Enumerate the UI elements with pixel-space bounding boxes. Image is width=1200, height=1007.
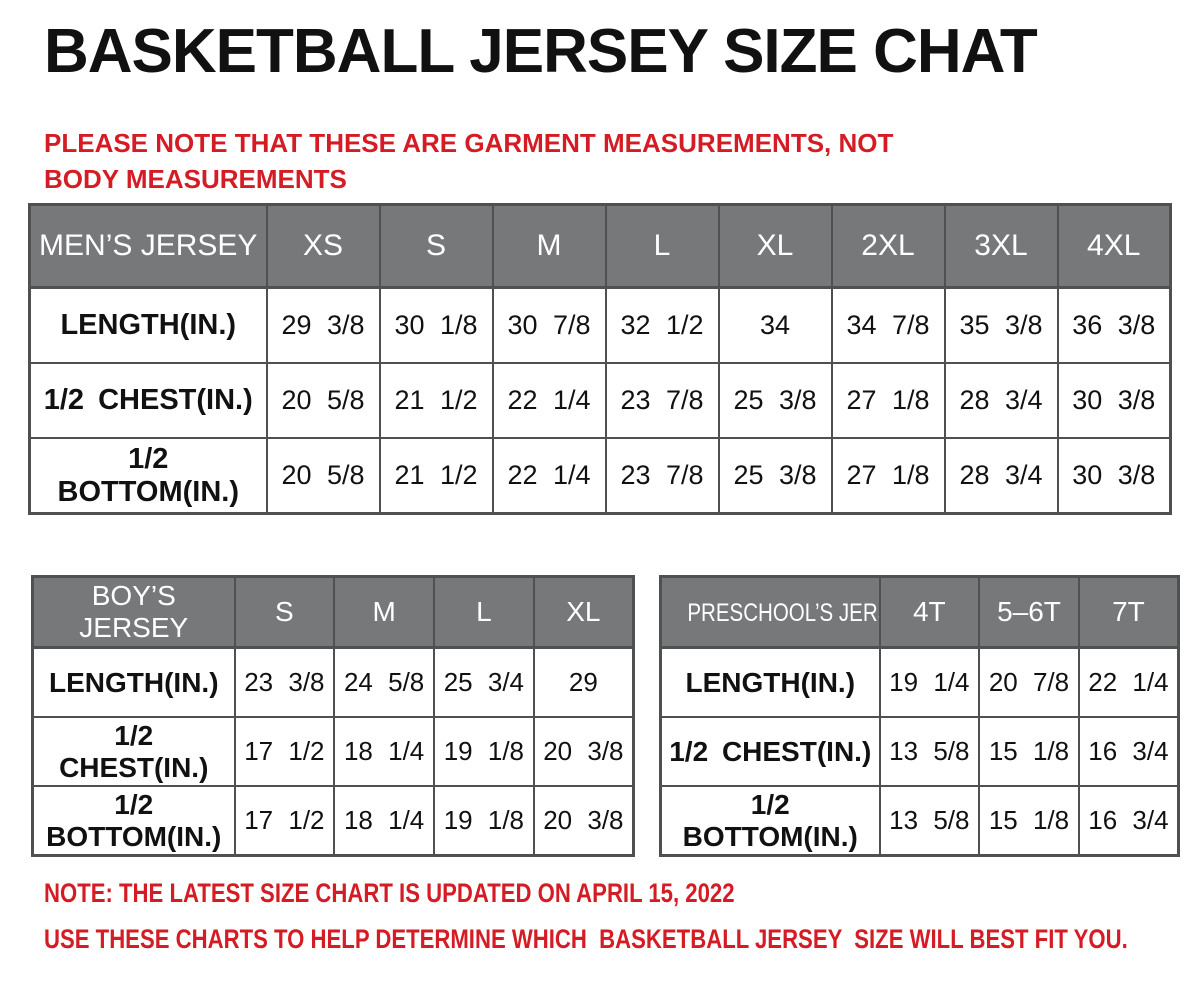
page-title: BASKETBALL JERSEY SIZE CHAT bbox=[44, 17, 1038, 86]
preschools-bottom-row: 1/2 BOTTOM(IN.) 13 5/8 15 1/8 16 3/4 bbox=[659, 785, 1180, 857]
measurement-cell: 17 1/2 bbox=[233, 785, 336, 857]
measurement-cell: 15 1/8 bbox=[978, 716, 1080, 787]
update-date-note: NOTE: THE LATEST SIZE CHART IS UPDATED O… bbox=[44, 878, 735, 908]
measurement-cell: 30 3/8 bbox=[1056, 362, 1172, 439]
measurement-cell: 28 3/4 bbox=[943, 437, 1059, 515]
mens-header-row: MEN’S JERSEY XS S M L XL 2XL 3XL 4XL bbox=[28, 203, 1172, 289]
measurement-cell: 19 1/4 bbox=[878, 646, 981, 718]
measurement-cell: 29 3/8 bbox=[265, 286, 381, 364]
measurement-cell: 20 5/8 bbox=[265, 437, 381, 515]
row-label: 1/2 BOTTOM(IN.) bbox=[31, 785, 236, 857]
preschools-chest-row: 1/2 CHEST(IN.) 13 5/8 15 1/8 16 3/4 bbox=[659, 716, 1180, 787]
row-label: 1/2 BOTTOM(IN.) bbox=[659, 785, 881, 857]
boys-table-title: BOY’S JERSEY bbox=[31, 575, 236, 649]
preschools-header-row: PRESCHOOL’S JERSEY 4T 5–6T 7T bbox=[659, 575, 1180, 649]
measurement-cell: 19 1/8 bbox=[433, 785, 535, 857]
garment-measurement-note: PLEASE NOTE THAT THESE ARE GARMENT MEASU… bbox=[44, 128, 894, 194]
measurement-cell: 27 1/8 bbox=[830, 437, 946, 515]
measurement-cell: 20 5/8 bbox=[265, 362, 381, 439]
boys-jersey-table: BOY’S JERSEY S M L XL LENGTH(IN.) 23 3/8… bbox=[31, 575, 635, 857]
measurement-cell: 29 bbox=[532, 646, 635, 718]
measurement-cell: 23 3/8 bbox=[233, 646, 336, 718]
measurement-cell: 25 3/4 bbox=[433, 646, 535, 718]
measurement-cell: 19 1/8 bbox=[433, 716, 535, 787]
measurement-cell: 24 5/8 bbox=[333, 646, 435, 718]
size-header: M bbox=[333, 575, 435, 649]
row-label: LENGTH(IN.) bbox=[31, 646, 236, 718]
measurement-cell: 25 3/8 bbox=[717, 437, 833, 515]
size-header: L bbox=[433, 575, 535, 649]
mens-jersey-table: MEN’S JERSEY XS S M L XL 2XL 3XL 4XL LEN… bbox=[28, 203, 1172, 515]
preschools-table-title: PRESCHOOL’S JERSEY bbox=[659, 575, 881, 649]
boys-bottom-row: 1/2 BOTTOM(IN.) 17 1/2 18 1/4 19 1/8 20 … bbox=[31, 785, 635, 857]
measurement-cell: 34 7/8 bbox=[830, 286, 946, 364]
measurement-cell: 34 bbox=[717, 286, 833, 364]
usage-note: USE THESE CHARTS TO HELP DETERMINE WHICH… bbox=[44, 924, 1128, 954]
preschools-table-title-text: PRESCHOOL’S JERSEY bbox=[687, 599, 878, 627]
size-header: XL bbox=[717, 203, 833, 289]
measurement-cell: 22 1/4 bbox=[491, 362, 607, 439]
size-header: L bbox=[604, 203, 720, 289]
row-label: 1/2 CHEST(IN.) bbox=[31, 716, 236, 787]
size-header: S bbox=[233, 575, 336, 649]
size-header: XS bbox=[265, 203, 381, 289]
row-label: 1/2 BOTTOM(IN.) bbox=[28, 437, 268, 515]
measurement-cell: 22 1/4 bbox=[491, 437, 607, 515]
size-header: 4XL bbox=[1056, 203, 1172, 289]
measurement-cell: 17 1/2 bbox=[233, 716, 336, 787]
row-label: 1/2 CHEST(IN.) bbox=[659, 716, 881, 787]
preschools-length-row: LENGTH(IN.) 19 1/4 20 7/8 22 1/4 bbox=[659, 646, 1180, 718]
size-header: 3XL bbox=[943, 203, 1059, 289]
measurement-cell: 23 7/8 bbox=[604, 362, 720, 439]
size-header: S bbox=[378, 203, 494, 289]
measurement-cell: 36 3/8 bbox=[1056, 286, 1172, 364]
measurement-cell: 32 1/2 bbox=[604, 286, 720, 364]
boys-length-row: LENGTH(IN.) 23 3/8 24 5/8 25 3/4 29 bbox=[31, 646, 635, 718]
measurement-cell: 30 1/8 bbox=[378, 286, 494, 364]
measurement-cell: 35 3/8 bbox=[943, 286, 1059, 364]
measurement-cell: 30 7/8 bbox=[491, 286, 607, 364]
row-label: 1/2 CHEST(IN.) bbox=[28, 362, 268, 439]
preschools-jersey-table: PRESCHOOL’S JERSEY 4T 5–6T 7T LENGTH(IN.… bbox=[659, 575, 1180, 857]
measurement-cell: 20 3/8 bbox=[532, 785, 635, 857]
size-header: M bbox=[491, 203, 607, 289]
boys-header-row: BOY’S JERSEY S M L XL bbox=[31, 575, 635, 649]
measurement-cell: 27 1/8 bbox=[830, 362, 946, 439]
boys-chest-row: 1/2 CHEST(IN.) 17 1/2 18 1/4 19 1/8 20 3… bbox=[31, 716, 635, 787]
measurement-cell: 16 3/4 bbox=[1077, 716, 1180, 787]
mens-chest-row: 1/2 CHEST(IN.) 20 5/8 21 1/2 22 1/4 23 7… bbox=[28, 362, 1172, 439]
size-header: 5–6T bbox=[978, 575, 1080, 649]
measurement-cell: 20 7/8 bbox=[978, 646, 1080, 718]
measurement-cell: 15 1/8 bbox=[978, 785, 1080, 857]
measurement-cell: 28 3/4 bbox=[943, 362, 1059, 439]
mens-length-row: LENGTH(IN.) 29 3/8 30 1/8 30 7/8 32 1/2 … bbox=[28, 286, 1172, 364]
measurement-cell: 30 3/8 bbox=[1056, 437, 1172, 515]
size-header: 2XL bbox=[830, 203, 946, 289]
measurement-cell: 13 5/8 bbox=[878, 716, 981, 787]
row-label: LENGTH(IN.) bbox=[659, 646, 881, 718]
measurement-cell: 16 3/4 bbox=[1077, 785, 1180, 857]
measurement-cell: 23 7/8 bbox=[604, 437, 720, 515]
measurement-cell: 22 1/4 bbox=[1077, 646, 1180, 718]
measurement-cell: 18 1/4 bbox=[333, 716, 435, 787]
size-header: XL bbox=[532, 575, 635, 649]
mens-table-title: MEN’S JERSEY bbox=[28, 203, 268, 289]
size-header: 4T bbox=[878, 575, 981, 649]
row-label: LENGTH(IN.) bbox=[28, 286, 268, 364]
measurement-cell: 20 3/8 bbox=[532, 716, 635, 787]
measurement-cell: 25 3/8 bbox=[717, 362, 833, 439]
measurement-cell: 13 5/8 bbox=[878, 785, 981, 857]
measurement-cell: 21 1/2 bbox=[378, 437, 494, 515]
mens-bottom-row: 1/2 BOTTOM(IN.) 20 5/8 21 1/2 22 1/4 23 … bbox=[28, 437, 1172, 515]
size-header: 7T bbox=[1077, 575, 1180, 649]
measurement-cell: 18 1/4 bbox=[333, 785, 435, 857]
measurement-cell: 21 1/2 bbox=[378, 362, 494, 439]
